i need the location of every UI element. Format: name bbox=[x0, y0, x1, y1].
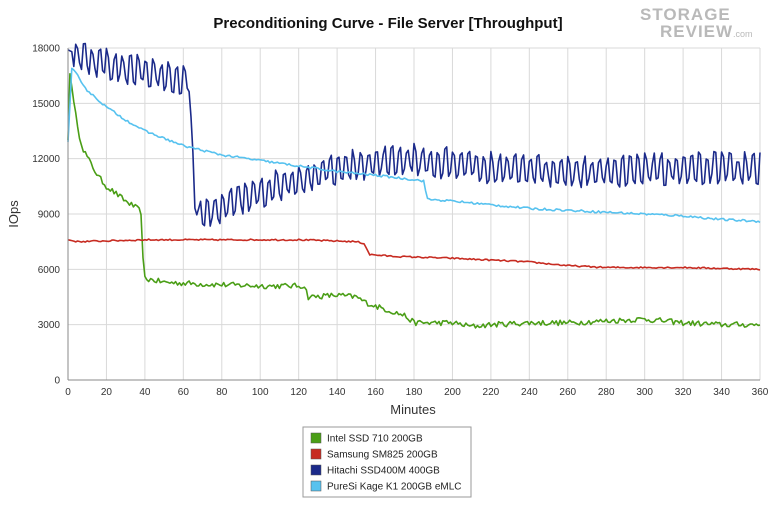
x-tick-label: 200 bbox=[444, 387, 461, 398]
x-tick-label: 360 bbox=[752, 387, 769, 398]
series-lines bbox=[67, 42, 761, 329]
x-tick-labels: 0 20 40 60 80 100 120 140 160 180 200 220 240 260 280 3… bbox=[65, 387, 769, 398]
legend: Intel SSD 710 200GB Samsung SM825 200GB Hi… bbox=[302, 426, 472, 498]
watermark-line1: STORAGE bbox=[640, 5, 731, 24]
x-tick-label: 240 bbox=[521, 387, 538, 398]
y-tick-label: 3000 bbox=[38, 320, 61, 331]
series-line-0 bbox=[67, 73, 761, 329]
x-tick-label: 120 bbox=[290, 387, 307, 398]
x-tick-label: 160 bbox=[367, 387, 384, 398]
legend-swatch bbox=[310, 432, 322, 444]
legend-swatch bbox=[310, 464, 322, 476]
x-tick-label: 220 bbox=[483, 387, 500, 398]
x-tick-label: 260 bbox=[559, 387, 576, 398]
x-tick-label: 80 bbox=[216, 387, 228, 398]
y-tick-label: 6000 bbox=[38, 265, 61, 276]
y-tick-label: 9000 bbox=[38, 210, 61, 221]
legend-label: Samsung SM825 200GB bbox=[327, 450, 438, 461]
legend-box bbox=[302, 426, 472, 498]
x-tick-label: 340 bbox=[713, 387, 730, 398]
x-axis-label: Minutes bbox=[390, 402, 436, 417]
axes bbox=[67, 48, 760, 381]
chart-title: Preconditioning Curve - File Server [Thr… bbox=[213, 15, 562, 32]
y-tick-label: 18000 bbox=[32, 44, 60, 55]
series-line-3 bbox=[67, 67, 761, 224]
watermark-logo: STORAGE REVIEW .com bbox=[640, 5, 753, 41]
y-tick-label: 12000 bbox=[32, 154, 60, 165]
x-tick-label: 180 bbox=[406, 387, 423, 398]
x-tick-label: 140 bbox=[329, 387, 346, 398]
x-tick-label: 300 bbox=[636, 387, 653, 398]
x-tick-label: 20 bbox=[101, 387, 113, 398]
watermark-line2: REVIEW bbox=[660, 22, 733, 41]
x-tick-label: 320 bbox=[675, 387, 692, 398]
y-tick-label: 15000 bbox=[32, 99, 60, 110]
x-tick-label: 60 bbox=[178, 387, 190, 398]
y-axis-label: IOps bbox=[6, 200, 21, 228]
watermark-suffix: .com bbox=[733, 29, 753, 39]
y-tick-labels: 0 3000 6000 9000 12000 15000 18000 bbox=[32, 44, 60, 387]
x-tick-label: 100 bbox=[252, 387, 269, 398]
legend-label: Hitachi SSD400M 400GB bbox=[327, 466, 440, 477]
series-line-1 bbox=[67, 238, 761, 271]
x-tick-label: 40 bbox=[139, 387, 151, 398]
legend-label: Intel SSD 710 200GB bbox=[327, 434, 423, 445]
x-tick-label: 280 bbox=[598, 387, 615, 398]
legend-swatch bbox=[310, 448, 322, 460]
series-line-2 bbox=[67, 42, 761, 227]
legend-label: PureSi Kage K1 200GB eMLC bbox=[327, 482, 462, 493]
y-tick-label: 0 bbox=[54, 376, 60, 387]
x-tick-label: 0 bbox=[65, 387, 71, 398]
legend-swatch bbox=[310, 480, 322, 492]
